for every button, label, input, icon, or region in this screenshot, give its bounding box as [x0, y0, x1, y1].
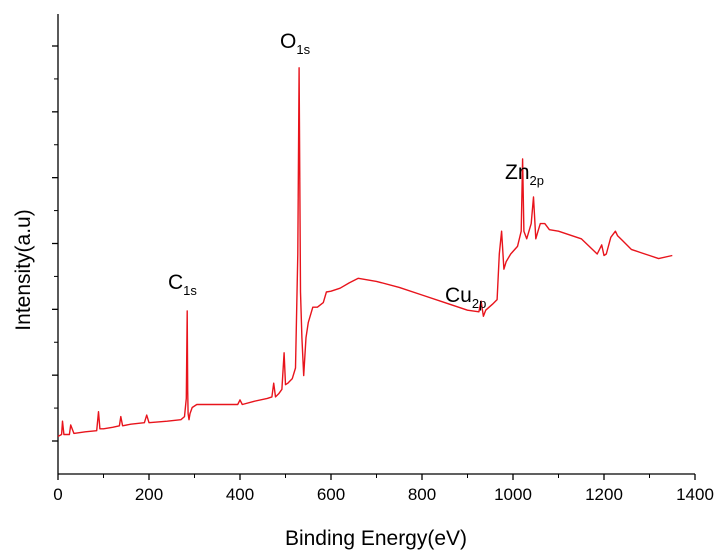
x-tick-label: 600: [317, 485, 345, 504]
peak-label-o1s: O1s: [280, 30, 311, 57]
y-axis-ticks: [52, 45, 58, 442]
x-tick-label: 0: [53, 485, 62, 504]
peak-label-zn2p: Zn2p: [505, 161, 544, 188]
peak-label-c1s: C1s: [168, 271, 197, 298]
x-tick-label: 1200: [585, 485, 623, 504]
plot-frame: [57, 14, 695, 475]
x-tick-label: 1000: [494, 485, 532, 504]
x-axis-ticks: 0 200 400 600 800 1000 1200 1400: [53, 474, 714, 504]
y-axis-title: Intensity(a.u): [12, 209, 35, 330]
spectrum-line: [57, 67, 673, 438]
x-tick-label: 1400: [676, 485, 714, 504]
x-axis-title: Binding Energy(eV): [285, 527, 467, 550]
peak-label-cu2p: Cu2p: [445, 284, 486, 311]
x-tick-label: 400: [226, 485, 254, 504]
x-tick-label: 800: [408, 485, 436, 504]
x-tick-label: 200: [135, 485, 163, 504]
